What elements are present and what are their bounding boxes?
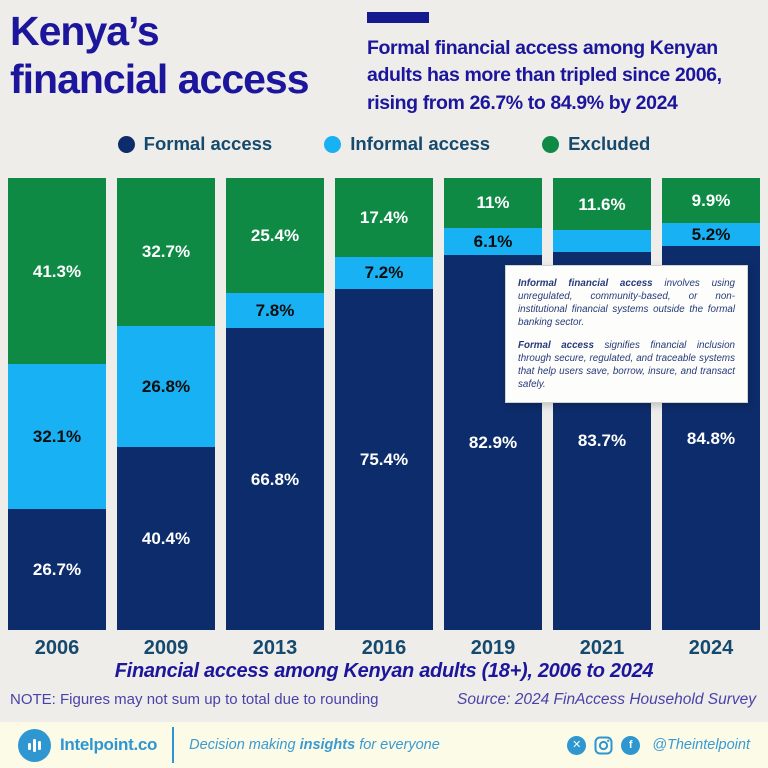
bar-chart-glyph [28, 738, 41, 752]
tagline-post: for everyone [355, 737, 440, 753]
x-label-2009: 2009 [143, 637, 189, 659]
title-line-2: financial access [10, 55, 310, 102]
branding-footer: Intelpoint.co Decision making insights f… [0, 722, 768, 768]
value-label: 7.2% [364, 263, 404, 283]
formal-definition-text: signifies financial inclusion through se… [518, 339, 736, 390]
legend-item-2: Excluded [542, 133, 650, 155]
bar-2006: 41.3% 32.1% 26.7% [8, 178, 106, 630]
informal-definition-text: involves using unregulated, community-ba… [518, 278, 736, 329]
bar-2009: 32.7% 26.8% 40.4% [117, 178, 215, 630]
legend-item-1: Informal access [324, 133, 490, 155]
stacked-bar-chart: 41.3% 32.1% 26.7% 32.7% 26.8% 40.4% 25.4% 7.8% 6… [8, 178, 760, 660]
instagram-icon[interactable] [594, 736, 613, 755]
x-label-2016: 2016 [361, 637, 407, 659]
segment-formal-2013: 66.8% [226, 328, 324, 630]
value-label: 32.1% [32, 427, 82, 447]
value-label: 17.4% [359, 207, 409, 227]
legend-label: Excluded [568, 133, 651, 154]
segment-excluded-2013: 25.4% [226, 178, 324, 293]
bar-2024: 9.9% 5.2% 84.8% [662, 178, 760, 630]
segment-formal-2009: 40.4% [117, 447, 215, 630]
value-label: 5.2% [691, 225, 731, 245]
x-label-2021: 2021 [579, 637, 625, 659]
formal-definition-term: Formal access [518, 339, 594, 351]
segment-formal-2006: 26.7% [8, 509, 106, 630]
bar-2013: 25.4% 7.8% 66.8% [226, 178, 324, 630]
legend-dot-icon [324, 135, 342, 153]
segment-excluded-2006: 41.3% [8, 178, 106, 365]
legend-label: Formal access [143, 133, 273, 154]
footer-divider [172, 727, 175, 763]
tagline-bold: insights [299, 737, 356, 753]
page-title: Kenya’s financial access [10, 8, 310, 104]
social-links: ✕ f @Theintelpoint [567, 735, 750, 755]
segment-informal-2021 [553, 230, 651, 252]
value-label: 40.4% [141, 529, 191, 549]
bars-row: 41.3% 32.1% 26.7% 32.7% 26.8% 40.4% 25.4% 7.8% 6… [8, 178, 760, 630]
segment-informal-2024: 5.2% [662, 222, 760, 247]
value-label: 11% [476, 193, 510, 213]
legend-item-0: Formal access [117, 133, 273, 155]
tagline: Decision making insights for everyone [189, 737, 440, 753]
legend-dot-icon [117, 135, 135, 153]
formal-definition: Formal access signifies financial inclus… [518, 339, 735, 392]
intelpoint-logo-icon [18, 728, 51, 762]
value-label: 84.8% [686, 428, 736, 448]
value-label: 82.9% [468, 433, 518, 453]
value-label: 66.8% [250, 469, 300, 489]
informal-definition-term: Informal financial access [518, 278, 653, 289]
value-label: 75.4% [359, 450, 409, 470]
key-insight-text: Formal financial access among Kenyan adu… [367, 37, 722, 114]
accent-bar [367, 12, 429, 23]
brand-name: Intelpoint.co [60, 735, 158, 754]
legend-label: Informal access [350, 133, 491, 154]
x-label-2019: 2019 [470, 637, 516, 659]
segment-formal-2016: 75.4% [335, 289, 433, 630]
header-highlight: Formal financial access among Kenyan adu… [367, 12, 765, 117]
bar-2019: 11% 6.1% 82.9% [444, 178, 542, 630]
chart-caption: Financial access among Kenyan adults (18… [114, 660, 654, 682]
segment-excluded-2016: 17.4% [335, 178, 433, 257]
segment-informal-2019: 6.1% [444, 227, 542, 256]
segment-excluded-2019: 11% [444, 178, 542, 228]
segment-informal-2016: 7.2% [335, 256, 433, 290]
segment-excluded-2021: 11.6% [553, 178, 651, 231]
value-label: 25.4% [250, 225, 300, 245]
segment-excluded-2024: 9.9% [662, 178, 760, 223]
title-line-1: Kenya’s [10, 8, 160, 54]
segment-excluded-2009: 32.7% [117, 178, 215, 326]
tagline-pre: Decision making [189, 737, 300, 753]
facebook-icon[interactable]: f [621, 735, 641, 755]
segment-informal-2009: 26.8% [117, 325, 215, 448]
informal-definition: Informal financial access involves using… [518, 277, 735, 330]
bar-2021: 11.6% 83.7% [553, 178, 651, 630]
value-label: 6.1% [473, 232, 513, 251]
value-label: 26.8% [141, 377, 191, 397]
value-label: 32.7% [141, 242, 191, 262]
footnote-row: NOTE: Figures may not sum up to total du… [10, 691, 756, 709]
social-handle[interactable]: @Theintelpoint [652, 737, 750, 753]
bar-2016: 17.4% 7.2% 75.4% [335, 178, 433, 630]
definitions-callout: Informal financial access involves using… [505, 265, 748, 403]
source-citation: Source: 2024 FinAccess Household Survey [457, 691, 756, 708]
x-label-2006: 2006 [34, 637, 80, 659]
value-label: 41.3% [32, 261, 82, 281]
x-axis-labels: 2006 2009 2013 2016 2019 2021 2024 [8, 637, 760, 660]
rounding-note: NOTE: Figures may not sum up to total du… [10, 691, 379, 708]
x-twitter-icon[interactable]: ✕ [567, 735, 587, 755]
value-label: 83.7% [577, 431, 627, 451]
legend-dot-icon [542, 135, 560, 153]
x-label-2013: 2013 [252, 637, 298, 659]
value-label: 7.8% [255, 300, 295, 320]
segment-informal-2006: 32.1% [8, 364, 106, 510]
value-label: 26.7% [32, 560, 82, 580]
x-label-2024: 2024 [688, 637, 734, 659]
chart-legend: Formal access Informal access Excluded [0, 133, 768, 155]
segment-informal-2013: 7.8% [226, 292, 324, 329]
value-label: 11.6% [578, 194, 626, 214]
value-label: 9.9% [691, 190, 731, 210]
